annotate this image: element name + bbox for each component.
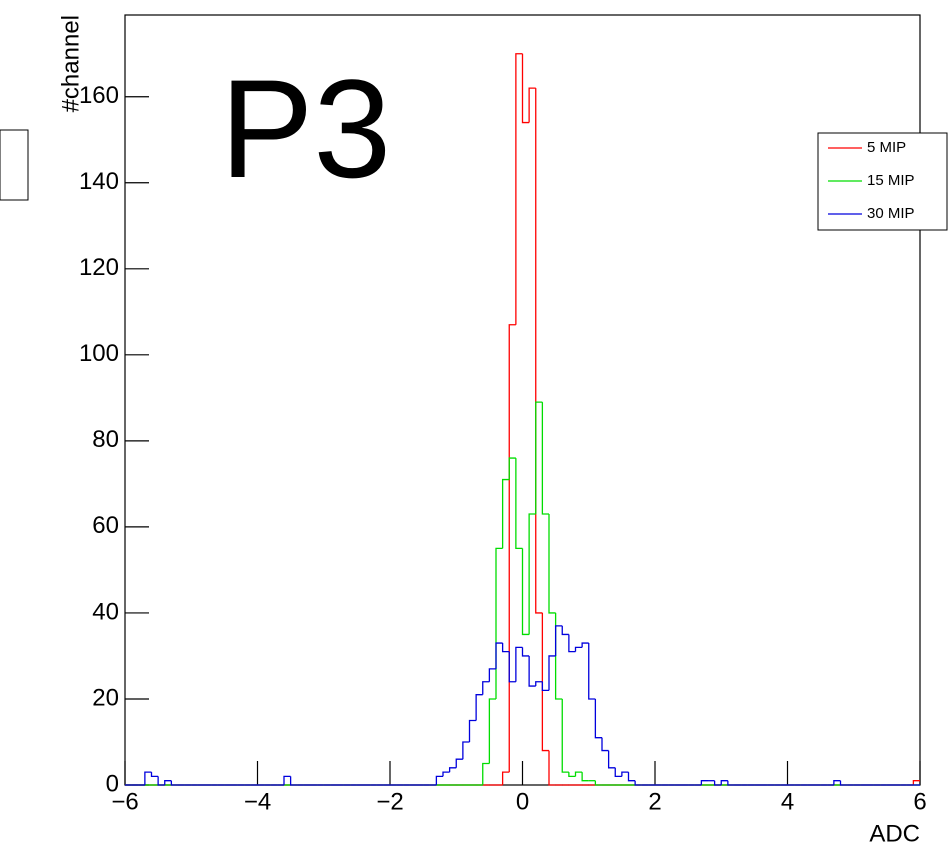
hist-bin (594, 780, 602, 786)
hist-bin (528, 655, 536, 687)
y-tick-label: 80 (92, 426, 119, 453)
hist-bin (720, 780, 728, 785)
legend-label: 5 MIP (867, 139, 906, 156)
y-tick-label: 60 (92, 512, 119, 539)
hist-bin (574, 646, 583, 652)
hist-bin (535, 681, 543, 687)
hist-bin (561, 625, 569, 636)
side-panel (0, 129, 29, 201)
x-tick-label: 2 (648, 788, 661, 815)
hist-bin (581, 772, 589, 782)
hist-bin (548, 655, 556, 691)
hist-bin (588, 643, 596, 700)
hist-bin (501, 643, 510, 653)
hist-bin (488, 668, 496, 682)
legend-label: 15 MIP (867, 172, 915, 189)
hist-bin (833, 780, 841, 785)
x-tick-label: −2 (376, 788, 403, 815)
hist-bin (508, 651, 516, 683)
hist-bin (594, 698, 602, 739)
hist-bin (521, 548, 530, 636)
hist-bin (482, 762, 490, 785)
hist-bin (475, 694, 483, 721)
hist-bin (700, 780, 708, 785)
y-tick-label: 140 (79, 168, 119, 195)
hist-bin (574, 771, 583, 777)
hist-bin (614, 767, 622, 778)
hist-bin (501, 771, 510, 785)
y-tick-label: 100 (79, 340, 119, 367)
hist-bin (548, 513, 556, 614)
hist-bin (568, 772, 576, 778)
x-axis-label: ADC (869, 820, 920, 847)
hist-bin (515, 458, 523, 550)
hist-bin (521, 647, 530, 657)
x-tick-label: 6 (913, 788, 926, 815)
hist-bin (912, 780, 920, 785)
hist-bin (541, 612, 549, 752)
hist-bin (839, 780, 848, 786)
hist-bin (508, 324, 516, 773)
y-tick-label: 20 (92, 684, 119, 711)
y-tick-label: 40 (92, 598, 119, 625)
hist-bin (548, 750, 556, 786)
hist-bin (442, 771, 450, 777)
hist-bin (535, 88, 543, 614)
hist-bin (150, 772, 159, 778)
hist-bin (581, 642, 589, 648)
hist-bin (508, 457, 516, 480)
hist-bin (448, 767, 457, 773)
y-tick-label: 120 (79, 254, 119, 281)
hist-bin (528, 513, 536, 635)
hist-bin (495, 642, 503, 669)
hist-bin (495, 547, 503, 699)
hist-bin (713, 780, 722, 786)
hist-bin (541, 402, 549, 515)
x-tick-label: −6 (111, 788, 138, 815)
hist-bin (528, 87, 536, 123)
hist-bin (607, 750, 616, 769)
hist-bin (289, 776, 298, 786)
hist-bin (541, 681, 549, 692)
hist-bin (521, 53, 530, 124)
hist-bin (482, 681, 490, 695)
hist-bin (561, 698, 569, 773)
y-tick-label: 0 (106, 770, 119, 797)
hist-bin (468, 719, 477, 742)
hist-bin (515, 646, 523, 682)
hist-bin (515, 53, 523, 325)
hist-bin (157, 776, 165, 786)
hist-bin (627, 772, 636, 782)
hist-bin (621, 771, 629, 777)
hist-bin (144, 771, 152, 785)
legend-label: 30 MIP (867, 205, 915, 222)
x-tick-label: 0 (516, 788, 529, 815)
hist-bin (283, 775, 291, 785)
hist-bin (501, 478, 510, 549)
hist-bin (462, 741, 470, 760)
hist-bin (601, 737, 609, 752)
hist-bin (634, 780, 642, 786)
hist-bin (170, 780, 178, 786)
hist-bin (435, 775, 443, 785)
x-tick-label: −4 (244, 788, 271, 815)
hist-bin (554, 625, 563, 656)
x-tick-label: 4 (781, 788, 794, 815)
annotation: P3 (220, 50, 391, 207)
hist-bin (455, 758, 463, 768)
hist-bin (488, 698, 496, 764)
hist-bin (164, 780, 172, 785)
hist-bin (727, 780, 735, 786)
y-tick-label: 160 (79, 82, 119, 109)
hist-bin (535, 401, 543, 514)
y-axis-label: #channel (57, 15, 84, 112)
hist-bin (568, 634, 576, 653)
